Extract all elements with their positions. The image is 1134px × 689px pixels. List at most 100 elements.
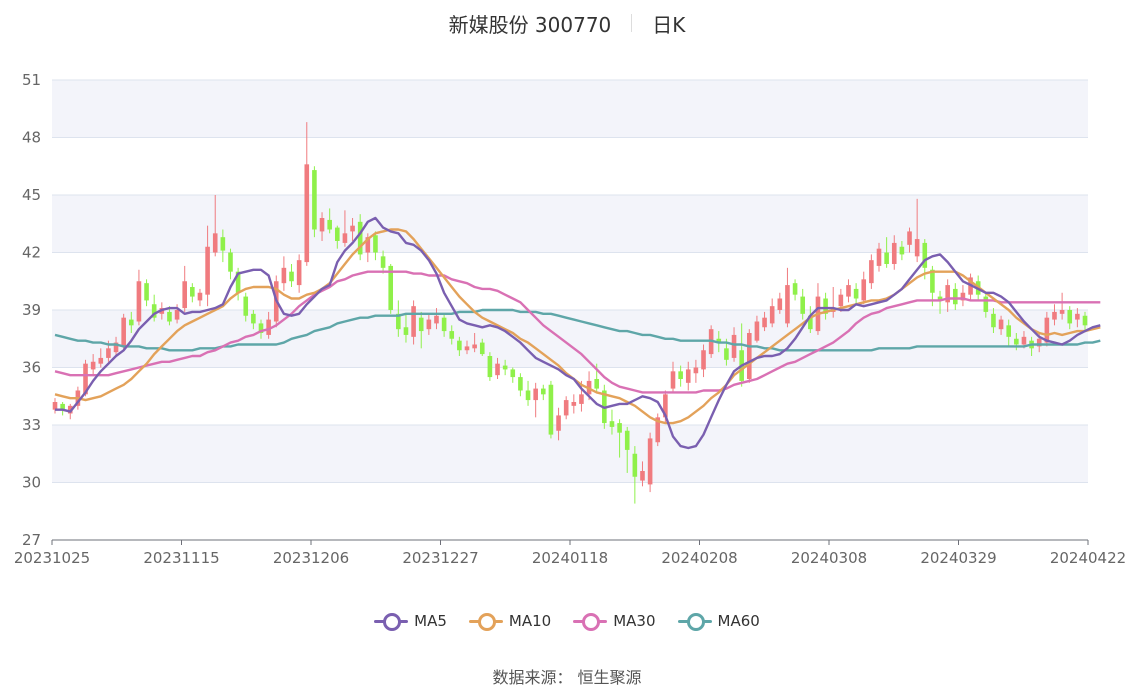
- candle[interactable]: [327, 208, 332, 234]
- candle[interactable]: [647, 432, 653, 493]
- legend-item-ma30[interactable]: MA30: [573, 612, 656, 631]
- candle[interactable]: [876, 242, 882, 272]
- candle[interactable]: [334, 225, 340, 249]
- candle[interactable]: [1059, 292, 1065, 320]
- candle[interactable]: [884, 237, 889, 268]
- candle[interactable]: [1082, 311, 1088, 332]
- candle[interactable]: [418, 311, 424, 349]
- candle[interactable]: [533, 382, 538, 418]
- candle[interactable]: [373, 231, 378, 261]
- candle[interactable]: [937, 290, 943, 314]
- candle[interactable]: [502, 359, 508, 376]
- candle[interactable]: [220, 229, 226, 263]
- candle[interactable]: [693, 359, 699, 383]
- candle[interactable]: [52, 398, 58, 414]
- candle[interactable]: [167, 306, 172, 326]
- candle[interactable]: [891, 235, 897, 270]
- candle[interactable]: [991, 308, 996, 333]
- candle[interactable]: [396, 300, 401, 337]
- legend-item-ma10[interactable]: MA10: [468, 612, 551, 631]
- candle[interactable]: [1075, 308, 1080, 328]
- candle[interactable]: [945, 279, 950, 312]
- candle[interactable]: [960, 285, 966, 307]
- candle[interactable]: [899, 241, 905, 261]
- legend-item-ma5[interactable]: MA5: [374, 612, 447, 631]
- candle[interactable]: [701, 344, 706, 378]
- candle[interactable]: [678, 365, 683, 387]
- candle[interactable]: [510, 367, 516, 383]
- candle[interactable]: [563, 396, 569, 420]
- candle[interactable]: [785, 267, 790, 328]
- candle[interactable]: [258, 319, 264, 339]
- candle[interactable]: [121, 313, 126, 351]
- candle[interactable]: [243, 292, 249, 322]
- candle[interactable]: [380, 250, 386, 274]
- candle[interactable]: [411, 300, 416, 345]
- candle[interactable]: [792, 279, 798, 301]
- candle[interactable]: [808, 306, 813, 333]
- candle[interactable]: [357, 214, 363, 261]
- candle[interactable]: [464, 340, 470, 355]
- candle[interactable]: [754, 315, 760, 343]
- candle[interactable]: [83, 359, 88, 397]
- candle[interactable]: [136, 269, 142, 326]
- candle[interactable]: [983, 292, 989, 318]
- candle[interactable]: [777, 292, 783, 314]
- candle[interactable]: [525, 380, 531, 406]
- candle[interactable]: [800, 288, 806, 320]
- candle[interactable]: [342, 210, 348, 247]
- candle[interactable]: [90, 354, 96, 376]
- candle[interactable]: [449, 325, 455, 345]
- candle[interactable]: [128, 311, 134, 333]
- legend-item-ma60[interactable]: MA60: [677, 612, 760, 631]
- candle[interactable]: [426, 313, 432, 335]
- candle[interactable]: [556, 407, 561, 441]
- candle[interactable]: [296, 254, 302, 293]
- candle[interactable]: [571, 394, 577, 414]
- candle[interactable]: [212, 195, 218, 257]
- candle[interactable]: [640, 461, 645, 487]
- candle[interactable]: [312, 166, 317, 238]
- candle[interactable]: [151, 294, 157, 322]
- candle[interactable]: [304, 122, 310, 266]
- candle[interactable]: [487, 352, 493, 381]
- candle[interactable]: [655, 413, 661, 447]
- candle[interactable]: [1067, 306, 1073, 330]
- candle[interactable]: [319, 212, 325, 241]
- candle[interactable]: [952, 283, 958, 310]
- candle[interactable]: [823, 292, 828, 320]
- candle[interactable]: [762, 311, 767, 332]
- candle[interactable]: [1006, 319, 1012, 347]
- candle[interactable]: [861, 271, 867, 305]
- candle[interactable]: [434, 308, 439, 330]
- candle[interactable]: [205, 225, 210, 307]
- candle[interactable]: [624, 426, 630, 473]
- candle[interactable]: [617, 419, 622, 458]
- candle[interactable]: [266, 311, 271, 339]
- candle[interactable]: [182, 265, 188, 312]
- candle[interactable]: [846, 279, 851, 303]
- candle[interactable]: [251, 310, 256, 330]
- candle[interactable]: [495, 357, 500, 379]
- candle[interactable]: [518, 373, 523, 397]
- candle[interactable]: [670, 361, 676, 393]
- candle[interactable]: [197, 288, 203, 307]
- candle[interactable]: [228, 248, 233, 280]
- candle[interactable]: [457, 336, 462, 356]
- candle[interactable]: [540, 384, 546, 401]
- candle[interactable]: [548, 380, 554, 439]
- candle[interactable]: [289, 264, 294, 287]
- candle[interactable]: [281, 256, 287, 291]
- candle[interactable]: [190, 283, 195, 303]
- candle[interactable]: [98, 348, 104, 368]
- candle[interactable]: [350, 218, 355, 241]
- candle[interactable]: [853, 283, 859, 305]
- candle[interactable]: [998, 315, 1004, 335]
- candle[interactable]: [1052, 304, 1057, 326]
- candle[interactable]: [441, 313, 447, 337]
- candle[interactable]: [403, 313, 409, 343]
- candle[interactable]: [769, 298, 775, 328]
- candle[interactable]: [746, 329, 752, 383]
- candle[interactable]: [479, 338, 485, 356]
- candle[interactable]: [609, 409, 615, 435]
